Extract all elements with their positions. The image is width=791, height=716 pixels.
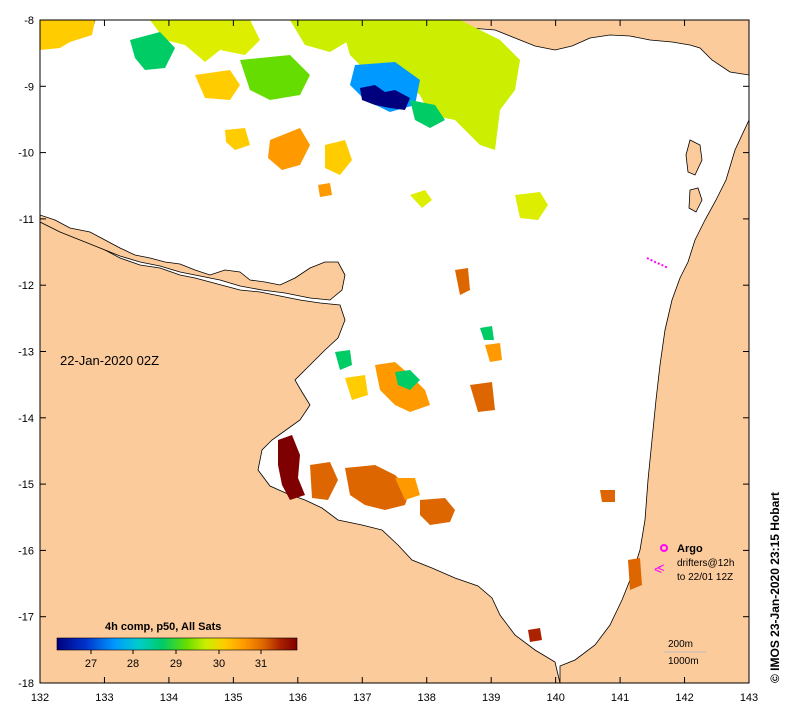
lon-tick-label: 141 <box>611 692 629 704</box>
lon-tick-label: 136 <box>289 692 307 704</box>
land-island-2 <box>685 139 703 176</box>
lat-tick-label: -18 <box>18 678 34 690</box>
lon-tick-label: 132 <box>31 692 49 704</box>
drifter-marker: < <box>654 561 662 577</box>
lat-tick-label: -14 <box>18 413 34 425</box>
land-cape-york <box>40 120 749 683</box>
timestamp-label: 22-Jan-2020 02Z <box>60 353 159 368</box>
lon-tick-label: 139 <box>482 692 500 704</box>
land-island-3 <box>688 187 703 213</box>
drifters-label: drifters@12h <box>677 558 734 569</box>
lon-tick-label: 138 <box>418 692 436 704</box>
lon-tick-label: 133 <box>95 692 113 704</box>
colorbar-tick-label: 27 <box>85 658 97 670</box>
lon-axis: 132 133 134 135 136 137 138 139 140 141 142 143 <box>31 20 758 704</box>
lon-tick-label: 137 <box>353 692 371 704</box>
land-arnhem <box>40 214 346 301</box>
sst-data <box>40 20 642 642</box>
lat-tick-label: -13 <box>18 347 34 359</box>
lat-tick-label: -16 <box>18 545 34 557</box>
argo-label: Argo <box>677 543 703 555</box>
contour-1000-label: 1000m <box>668 656 699 667</box>
land-gulf-interior <box>559 119 749 683</box>
colorbar-tick-label: 31 <box>255 658 267 670</box>
argo-drifter-track <box>646 257 669 269</box>
lat-tick-label: -10 <box>18 148 34 160</box>
colorbar-tick-label: 30 <box>213 658 225 670</box>
argo-icon <box>660 544 668 552</box>
lat-tick-label: -9 <box>24 81 34 93</box>
lat-tick-label: -11 <box>19 214 34 226</box>
credit-text: © IMOS 23-Jan-2020 23:15 Hobart <box>768 492 782 683</box>
lat-axis: -8 -9 -10 -11 -12 -13 -14 -15 -16 -17 -18 <box>18 15 749 690</box>
colorbar-tick-label: 29 <box>170 658 182 670</box>
lat-tick-label: -15 <box>18 479 34 491</box>
lon-tick-label: 140 <box>546 692 564 704</box>
colorbar <box>56 637 298 651</box>
lon-tick-label: 142 <box>675 692 693 704</box>
lat-tick-label: -17 <box>18 612 34 624</box>
colorbar-ticks: 27 28 29 30 31 <box>85 650 267 670</box>
lat-tick-label: -12 <box>18 280 34 292</box>
drifter-icon: < <box>657 560 665 575</box>
lon-tick-label: 134 <box>160 692 178 704</box>
contour-200-label: 200m <box>668 639 693 650</box>
lat-tick-label: -8 <box>24 15 34 27</box>
colorbar-tick-label: 28 <box>127 658 139 670</box>
colorbar-title: 4h comp, p50, All Sats <box>105 621 221 633</box>
lon-tick-label: 135 <box>224 692 242 704</box>
drifters-until-label: to 22/01 12Z <box>677 572 733 583</box>
lon-tick-label: 143 <box>740 692 758 704</box>
